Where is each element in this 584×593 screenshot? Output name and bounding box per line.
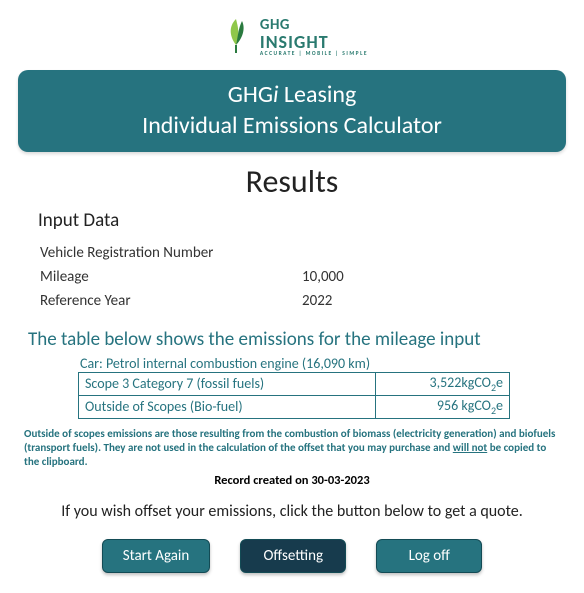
input-data-heading: Input Data xyxy=(38,209,584,232)
car-description: Car: Petrol internal combustion engine (… xyxy=(78,355,510,372)
table-row: Reference Year 2022 xyxy=(40,290,344,312)
emissions-table: Scope 3 Category 7 (fossil fuels) 3,522k… xyxy=(78,372,510,419)
banner-subtitle: Individual Emissions Calculator xyxy=(26,111,558,140)
mileage-label: Mileage xyxy=(40,266,300,288)
results-heading: Results xyxy=(0,162,584,201)
year-value: 2022 xyxy=(302,290,344,312)
table-row: Scope 3 Category 7 (fossil fuels) 3,522k… xyxy=(79,373,510,396)
reg-value xyxy=(302,242,344,264)
start-again-button[interactable]: Start Again xyxy=(102,539,211,573)
reg-label: Vehicle Registration Number xyxy=(40,242,300,264)
emission-value: 3,522kgCO2e xyxy=(376,373,510,396)
banner-title: GHGi Leasing xyxy=(26,80,558,109)
year-label: Reference Year xyxy=(40,290,300,312)
banner-title-suffix: Leasing xyxy=(278,80,356,109)
emission-num: 956 xyxy=(437,397,458,414)
emissions-caption: The table below shows the emissions for … xyxy=(28,328,584,351)
logo-line2: INSIGHT xyxy=(260,33,368,51)
banner-title-pref: GHG xyxy=(228,80,273,109)
emission-label: Scope 3 Category 7 (fossil fuels) xyxy=(79,373,376,396)
offset-instruction: If you wish offset your emissions, click… xyxy=(10,502,574,521)
log-off-button[interactable]: Log off xyxy=(376,539,482,573)
title-banner: GHGi Leasing Individual Emissions Calcul… xyxy=(18,70,566,152)
logo-block: GHG INSIGHT ACCURATE | MOBILE | SIMPLE xyxy=(0,15,584,60)
leaf-icon xyxy=(216,15,256,60)
emissions-block: Car: Petrol internal combustion engine (… xyxy=(78,355,510,419)
emission-num: 3,522 xyxy=(429,374,461,391)
note-underline: will not xyxy=(453,441,487,454)
scope-note: Outside of scopes emissions are those re… xyxy=(24,427,560,470)
unit-prefix: kgCO xyxy=(461,374,491,391)
unit-suffix: e xyxy=(496,397,503,414)
table-row: Vehicle Registration Number xyxy=(40,242,344,264)
emission-label: Outside of Scopes (Bio-fuel) xyxy=(79,395,376,418)
unit-suffix: e xyxy=(496,374,503,391)
table-row: Mileage 10,000 xyxy=(40,266,344,288)
logo-text: GHG INSIGHT ACCURATE | MOBILE | SIMPLE xyxy=(260,18,368,58)
mileage-value: 10,000 xyxy=(302,266,344,288)
logo-tagline: ACCURATE | MOBILE | SIMPLE xyxy=(260,52,368,58)
input-data-table: Vehicle Registration Number Mileage 10,0… xyxy=(38,240,346,314)
emission-value: 956 kgCO2e xyxy=(376,395,510,418)
button-row: Start Again Offsetting Log off xyxy=(0,539,584,573)
offsetting-button[interactable]: Offsetting xyxy=(240,539,346,573)
record-created: Record created on 30-03-2023 xyxy=(0,473,584,488)
unit-prefix: kgCO xyxy=(458,397,491,414)
table-row: Outside of Scopes (Bio-fuel) 956 kgCO2e xyxy=(79,395,510,418)
